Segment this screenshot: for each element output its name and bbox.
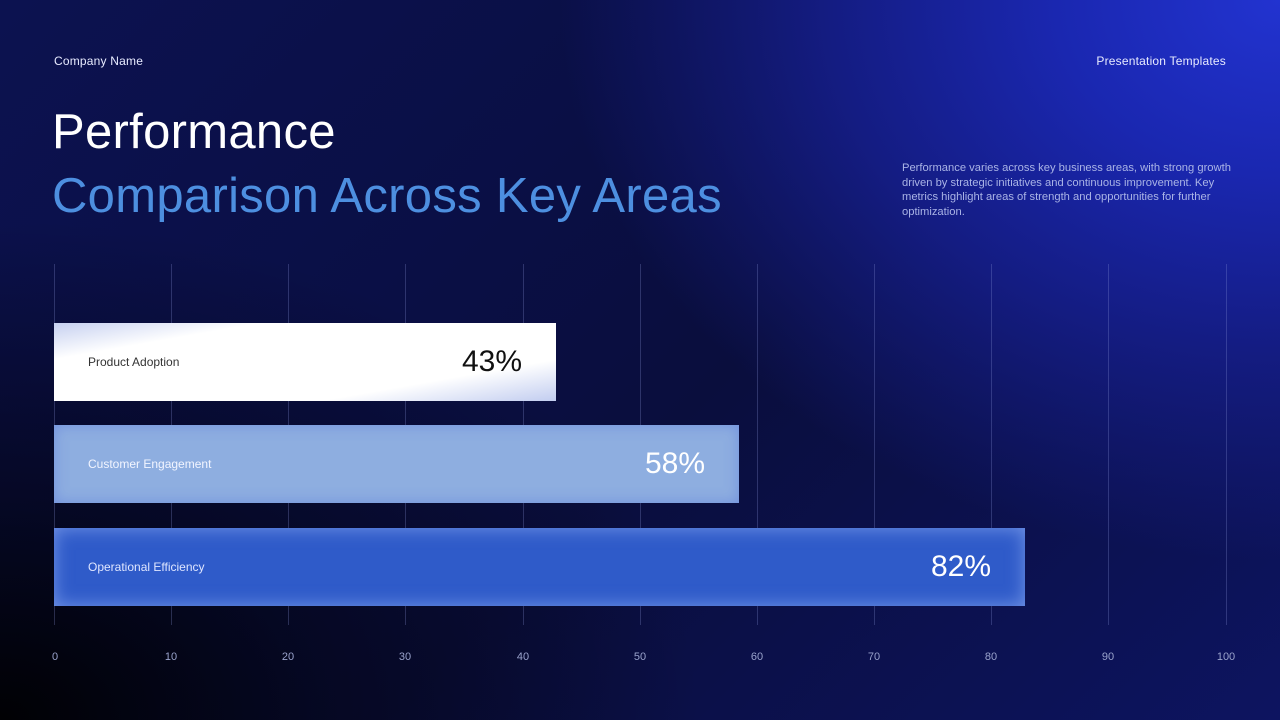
bar-label: Product Adoption (88, 355, 180, 369)
x-tick: 90 (1101, 651, 1115, 663)
bar-customer-engagement: Customer Engagement 58% (54, 425, 739, 503)
bar-label: Operational Efficiency (88, 560, 205, 574)
x-tick: 10 (164, 651, 178, 663)
bar-label: Customer Engagement (88, 457, 212, 471)
bar-value: 82% (930, 550, 991, 583)
x-tick: 20 (281, 651, 295, 663)
bar-value: 43% (461, 345, 522, 378)
x-tick: 100 (1216, 651, 1236, 663)
gridline (757, 264, 758, 625)
x-tick: 70 (867, 651, 881, 663)
gridline (874, 264, 875, 625)
x-tick: 50 (633, 651, 647, 663)
gridline (1226, 264, 1227, 625)
gridline (991, 264, 992, 625)
page-title-line1: Performance (52, 105, 336, 159)
bar-product-adoption: Product Adoption 43% (54, 323, 556, 401)
bar-value: 58% (644, 447, 705, 480)
x-tick: 60 (750, 651, 764, 663)
bar-operational-efficiency: Operational Efficiency 82% (54, 528, 1025, 606)
x-tick: 80 (984, 651, 998, 663)
x-tick: 30 (398, 651, 412, 663)
presentation-label: Presentation Templates (1096, 54, 1226, 68)
page-title-line2: Comparison Across Key Areas (52, 169, 722, 223)
x-tick: 0 (51, 651, 59, 663)
company-name: Company Name (54, 54, 144, 68)
description-text: Performance varies across key business a… (902, 162, 1231, 218)
x-tick: 40 (516, 651, 530, 663)
gridline (1108, 264, 1109, 625)
